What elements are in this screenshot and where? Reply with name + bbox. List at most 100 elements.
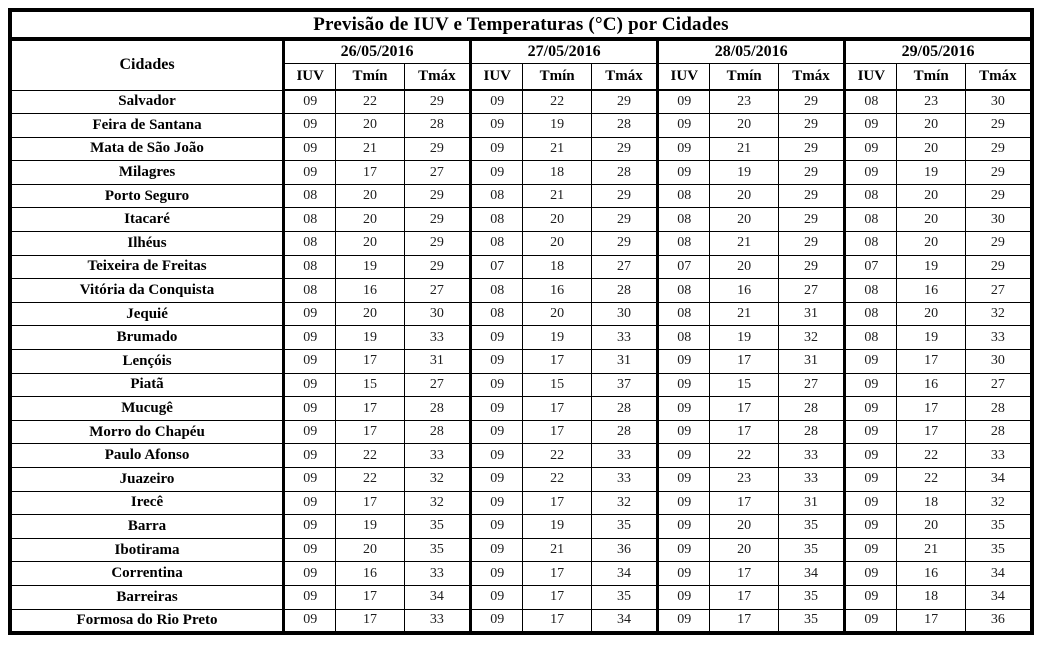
tmax-value: 28 bbox=[590, 419, 659, 445]
iuv-value: 09 bbox=[656, 490, 711, 516]
table-title: Previsão de IUV e Temperaturas (°C) por … bbox=[9, 9, 1033, 41]
iuv-value: 09 bbox=[656, 160, 711, 185]
iuv-value: 09 bbox=[843, 160, 898, 185]
iuv-value: 08 bbox=[469, 278, 524, 303]
table-row: Piatã 09 15 27 09 15 37 09 15 27 09 16 2… bbox=[9, 372, 1033, 398]
tmin-value: 19 bbox=[335, 514, 405, 539]
iuv-value: 08 bbox=[656, 301, 711, 327]
iuv-value: 08 bbox=[469, 231, 524, 256]
tmax-value: 29 bbox=[777, 136, 846, 162]
city-name: Itacaré bbox=[9, 207, 285, 233]
city-name: Feira de Santana bbox=[9, 113, 285, 138]
tmin-value: 21 bbox=[896, 537, 966, 563]
tmax-header: Tmáx bbox=[777, 62, 846, 91]
table-row: Itacaré 08 20 29 08 20 29 08 20 29 08 20… bbox=[9, 207, 1033, 233]
iuv-value: 08 bbox=[656, 207, 711, 233]
date-header-1: 26/05/2016 bbox=[282, 38, 472, 64]
tmin-value: 17 bbox=[522, 419, 592, 445]
iuv-value: 09 bbox=[282, 537, 337, 563]
tmin-value: 16 bbox=[896, 372, 966, 398]
tmax-value: 33 bbox=[590, 325, 659, 351]
tmax-value: 33 bbox=[403, 443, 472, 468]
tmin-value: 20 bbox=[709, 514, 779, 539]
iuv-value: 09 bbox=[843, 561, 898, 586]
tmin-value: 20 bbox=[709, 254, 779, 280]
tmin-value: 21 bbox=[522, 537, 592, 563]
tmax-value: 29 bbox=[403, 254, 472, 280]
tmax-value: 29 bbox=[403, 89, 472, 115]
tmax-value: 33 bbox=[777, 467, 846, 492]
iuv-value: 09 bbox=[469, 467, 524, 492]
tmax-value: 32 bbox=[777, 325, 846, 351]
tmax-value: 32 bbox=[964, 301, 1033, 327]
iuv-value: 09 bbox=[469, 608, 524, 634]
table-row: Ilhéus 08 20 29 08 20 29 08 21 29 08 20 … bbox=[9, 231, 1033, 256]
iuv-value: 08 bbox=[843, 278, 898, 303]
iuv-value: 08 bbox=[282, 254, 337, 280]
iuv-value: 08 bbox=[282, 207, 337, 233]
iuv-value: 08 bbox=[469, 301, 524, 327]
tmin-value: 17 bbox=[709, 608, 779, 634]
tmax-value: 29 bbox=[590, 231, 659, 256]
iuv-value: 09 bbox=[282, 325, 337, 351]
iuv-value: 09 bbox=[843, 584, 898, 610]
iuv-header: IUV bbox=[843, 62, 898, 91]
tmax-value: 31 bbox=[777, 490, 846, 516]
tmax-value: 29 bbox=[590, 207, 659, 233]
table-row: Mata de São João 09 21 29 09 21 29 09 21… bbox=[9, 136, 1033, 162]
tmin-value: 17 bbox=[522, 490, 592, 516]
tmax-header: Tmáx bbox=[590, 62, 659, 91]
tmin-value: 17 bbox=[335, 608, 405, 634]
tmax-value: 27 bbox=[964, 278, 1033, 303]
city-name: Ilhéus bbox=[9, 231, 285, 256]
iuv-value: 09 bbox=[282, 396, 337, 421]
tmin-value: 20 bbox=[335, 537, 405, 563]
tmax-value: 29 bbox=[590, 89, 659, 115]
tmax-value: 30 bbox=[964, 349, 1033, 374]
tmin-value: 16 bbox=[522, 278, 592, 303]
iuv-value: 09 bbox=[656, 608, 711, 634]
tmin-value: 17 bbox=[335, 419, 405, 445]
iuv-value: 09 bbox=[843, 467, 898, 492]
iuv-value: 09 bbox=[282, 349, 337, 374]
iuv-value: 09 bbox=[656, 113, 711, 138]
iuv-value: 09 bbox=[656, 372, 711, 398]
iuv-header: IUV bbox=[282, 62, 337, 91]
iuv-value: 09 bbox=[282, 443, 337, 468]
iuv-value: 09 bbox=[282, 372, 337, 398]
city-name: Juazeiro bbox=[9, 467, 285, 492]
iuv-value: 09 bbox=[843, 608, 898, 634]
iuv-value: 09 bbox=[843, 514, 898, 539]
tmax-value: 32 bbox=[964, 490, 1033, 516]
tmax-value: 29 bbox=[777, 183, 846, 209]
table-row: Mucugê 09 17 28 09 17 28 09 17 28 09 17 … bbox=[9, 396, 1033, 421]
tmax-value: 27 bbox=[403, 372, 472, 398]
iuv-value: 08 bbox=[656, 325, 711, 351]
table-row: Feira de Santana 09 20 28 09 19 28 09 20… bbox=[9, 113, 1033, 138]
iuv-value: 08 bbox=[843, 183, 898, 209]
tmin-value: 16 bbox=[896, 278, 966, 303]
iuv-value: 09 bbox=[282, 89, 337, 115]
tmax-value: 28 bbox=[403, 419, 472, 445]
tmax-value: 28 bbox=[403, 113, 472, 138]
tmax-value: 30 bbox=[403, 301, 472, 327]
tmax-value: 29 bbox=[777, 231, 846, 256]
tmax-value: 29 bbox=[964, 136, 1033, 162]
iuv-value: 09 bbox=[469, 113, 524, 138]
table-row: Paulo Afonso 09 22 33 09 22 33 09 22 33 … bbox=[9, 443, 1033, 468]
tmin-value: 19 bbox=[335, 325, 405, 351]
tmax-value: 33 bbox=[964, 325, 1033, 351]
city-name: Piatã bbox=[9, 372, 285, 398]
iuv-value: 09 bbox=[656, 89, 711, 115]
table-row: Salvador 09 22 29 09 22 29 09 23 29 08 2… bbox=[9, 89, 1033, 115]
table-row: Vitória da Conquista 08 16 27 08 16 28 0… bbox=[9, 278, 1033, 303]
iuv-value: 09 bbox=[843, 537, 898, 563]
tmax-value: 33 bbox=[777, 443, 846, 468]
tmin-value: 22 bbox=[522, 89, 592, 115]
tmax-value: 32 bbox=[403, 467, 472, 492]
tmax-value: 36 bbox=[590, 537, 659, 563]
tmax-value: 35 bbox=[590, 514, 659, 539]
tmin-value: 19 bbox=[335, 254, 405, 280]
tmin-value: 20 bbox=[896, 207, 966, 233]
tmax-value: 35 bbox=[964, 514, 1033, 539]
